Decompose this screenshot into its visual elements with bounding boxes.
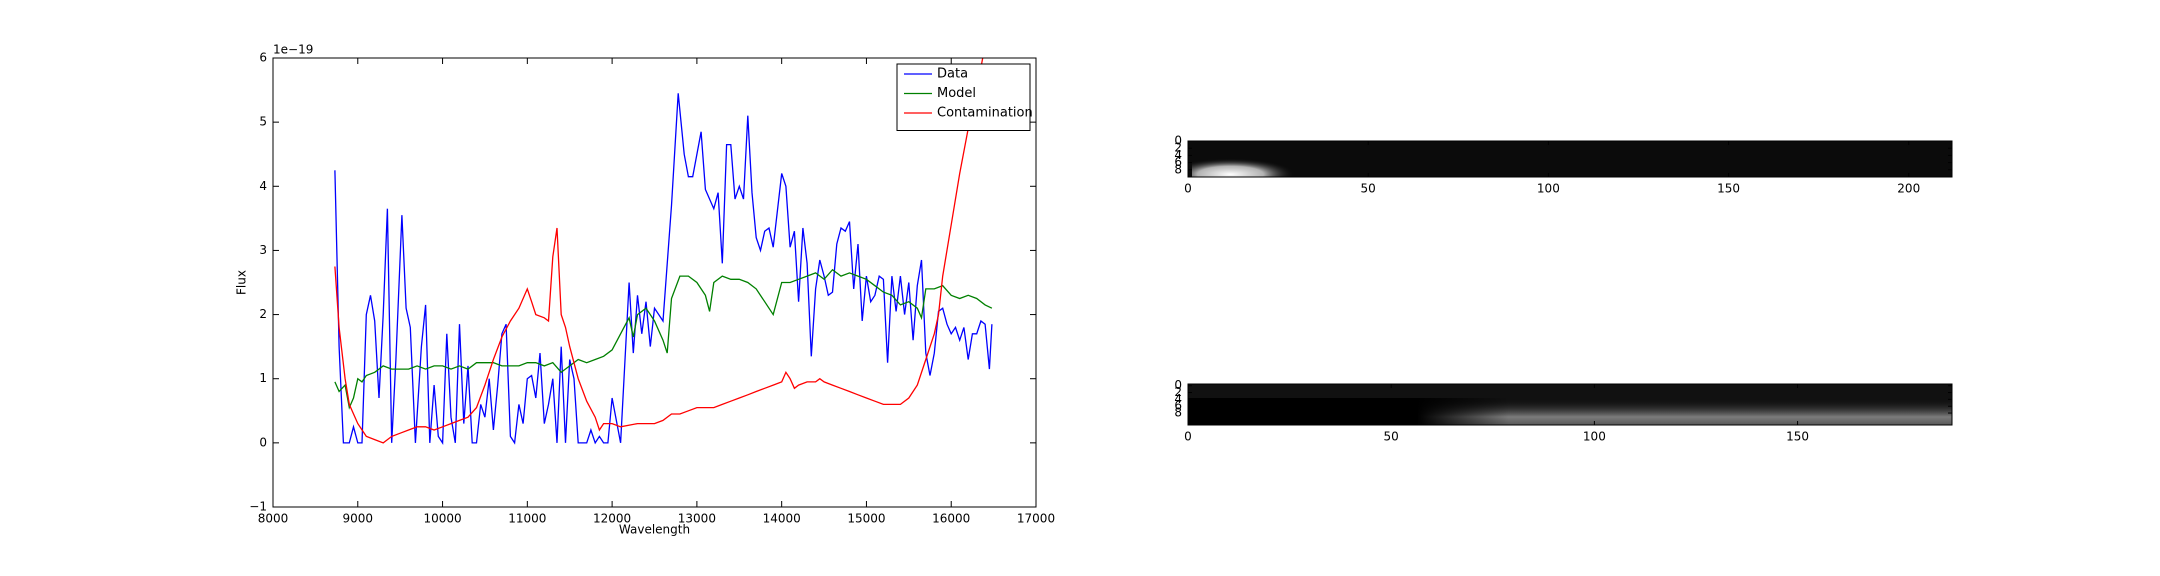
x-tick-label: 150 <box>1717 182 1740 196</box>
x-tick-label: 50 <box>1384 430 1399 444</box>
x-tick-label: 8000 <box>258 512 289 526</box>
y-tick-label: −1 <box>249 500 267 514</box>
axes-frame <box>1187 140 1953 178</box>
image <box>1188 141 1952 177</box>
y-tick-label: 6 <box>1174 155 1182 169</box>
y-tick-label: 0 <box>1174 134 1182 148</box>
series-line <box>334 93 993 445</box>
x-tick-label: 16000 <box>932 512 970 526</box>
x-tick-label: 12000 <box>593 512 631 526</box>
y-tick-label: 2 <box>1174 385 1182 399</box>
y-tick-label: 8 <box>1174 406 1182 420</box>
series-line <box>334 58 984 444</box>
y-tick-label: 5 <box>259 115 267 129</box>
y-tick-label: 2 <box>1174 141 1182 155</box>
x-tick-label: 0 <box>1184 430 1192 444</box>
legend-label: Data <box>937 67 968 82</box>
image-fade <box>1188 398 1952 425</box>
axes-frame <box>1187 383 1953 426</box>
y-tick-label: 3 <box>259 243 267 257</box>
legend-label: Model <box>937 86 976 101</box>
x-tick-label: 0 <box>1184 182 1192 196</box>
x-tick-label: 17000 <box>1017 512 1055 526</box>
y-tick-label: 6 <box>259 51 267 65</box>
x-axis-label: Wavelength <box>619 523 690 537</box>
y-tick-label: 8 <box>1174 162 1182 176</box>
image-blob <box>1192 150 1302 177</box>
axes-frame <box>272 57 1037 508</box>
y-tick-label: 6 <box>1174 399 1182 413</box>
x-tick-label: 100 <box>1583 430 1606 444</box>
x-tick-label: 13000 <box>678 512 716 526</box>
y-tick-label: 4 <box>1174 392 1182 406</box>
y-tick-label: 0 <box>259 435 267 449</box>
y-tick-label: 2 <box>259 307 267 321</box>
x-tick-label: 50 <box>1361 182 1376 196</box>
x-tick-label: 15000 <box>847 512 885 526</box>
x-tick-label: 150 <box>1786 430 1809 444</box>
x-tick-label: 10000 <box>423 512 461 526</box>
legend-frame <box>896 63 1031 131</box>
x-tick-label: 9000 <box>343 512 374 526</box>
y-tick-label: 1 <box>259 371 267 385</box>
offset-text: 1e−19 <box>273 43 313 57</box>
image-panel-1 <box>1188 141 1952 177</box>
y-axis-label: Flux <box>235 270 249 295</box>
legend-label: Contamination <box>937 106 1033 121</box>
x-tick-label: 14000 <box>763 512 801 526</box>
x-tick-label: 200 <box>1897 182 1920 196</box>
y-tick-label: 4 <box>259 179 267 193</box>
series-line <box>334 268 993 410</box>
y-tick-label: 0 <box>1174 378 1182 392</box>
image-panel-2 <box>1188 384 1952 425</box>
legend: Data Model Contamination <box>896 63 1033 131</box>
x-tick-label: 100 <box>1537 182 1560 196</box>
y-tick-label: 4 <box>1174 148 1182 162</box>
x-tick-label: 11000 <box>508 512 546 526</box>
